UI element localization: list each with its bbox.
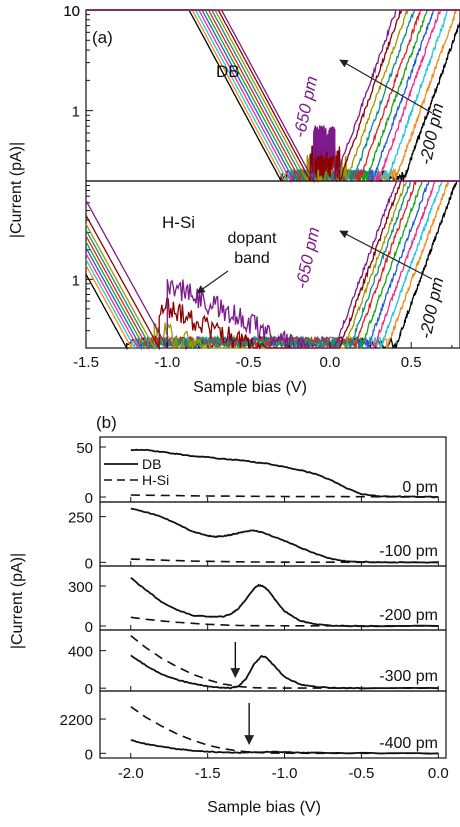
spectrum-line bbox=[85, 180, 460, 349]
spectrum-line bbox=[85, 180, 460, 351]
tip-height-label: 0 pm bbox=[402, 479, 438, 496]
spectrum-line bbox=[86, 9, 460, 182]
spectrum-line bbox=[86, 9, 460, 182]
curve-group-label: DB bbox=[216, 62, 240, 81]
spectrum-line bbox=[86, 9, 460, 182]
y-tick-label: 10 bbox=[63, 3, 80, 20]
x-tick-label: -0.5 bbox=[348, 765, 374, 782]
series-hsi-line bbox=[130, 494, 439, 498]
y-tick-label: 0 bbox=[85, 490, 93, 507]
y-tick-label: 1 bbox=[72, 104, 80, 121]
panel-a-a-bottom: 1 H-Si -650 pm -200 pm dopant band -1.5 -1.0 -0.… bbox=[72, 179, 460, 371]
panel-label-a: (a) bbox=[92, 28, 113, 47]
x-tick-label: 0.5 bbox=[401, 354, 422, 371]
y-tick-label: 0 bbox=[85, 555, 93, 572]
y-tick-label: 50 bbox=[76, 440, 93, 457]
spectrum-line bbox=[86, 9, 460, 184]
xlabel-panel-a: Sample bias (V) bbox=[193, 379, 307, 396]
y-tick-label: 0 bbox=[85, 619, 93, 636]
series-hsi-line bbox=[130, 705, 439, 755]
spectrum-line bbox=[86, 9, 460, 184]
x-tick-label: -2.0 bbox=[118, 765, 144, 782]
x-tick-label: -1.0 bbox=[154, 354, 180, 371]
xlabel-panel-b: Sample bias (V) bbox=[207, 799, 321, 816]
series-db-line bbox=[130, 654, 439, 690]
dopant-band-label-line1: dopant bbox=[228, 230, 277, 247]
label-200pm: -200 pm bbox=[416, 275, 448, 340]
y-tick-label: 10 bbox=[63, 3, 80, 20]
plot-frame bbox=[85, 9, 460, 182]
spectrum-line bbox=[86, 9, 460, 183]
spectrum-line bbox=[85, 180, 460, 351]
ylabel-panel-b: |Current (pA)| bbox=[9, 553, 26, 649]
panel-b-b1: 0 50 0 pm DBH-Si bbox=[76, 436, 447, 507]
tip-height-label: -400 pm bbox=[379, 735, 438, 752]
x-tick-label: -1.0 bbox=[272, 765, 298, 782]
curve-group-label: H-Si bbox=[162, 213, 195, 232]
y-tick-label: 300 bbox=[68, 579, 93, 596]
dopant-band-arrow bbox=[196, 270, 229, 294]
spectrum-line bbox=[86, 9, 460, 183]
trend-arrow bbox=[339, 230, 433, 280]
y-tick-label: 1 bbox=[72, 272, 80, 289]
spectrum-line bbox=[85, 180, 460, 351]
series-hsi-line bbox=[130, 634, 439, 689]
x-tick-label: -1.5 bbox=[73, 354, 99, 371]
series-db-line bbox=[130, 739, 439, 755]
dopant-band-label-line2: band bbox=[234, 250, 270, 267]
spectrum-line bbox=[86, 8, 460, 183]
tip-height-label: -300 pm bbox=[379, 668, 438, 685]
spectrum-line bbox=[86, 9, 460, 184]
plot-frame bbox=[99, 690, 447, 759]
x-tick-label: 0.0 bbox=[428, 765, 449, 782]
x-tick-label: -1.5 bbox=[195, 765, 221, 782]
tip-height-label: -200 pm bbox=[379, 607, 438, 624]
spectrum-line bbox=[86, 9, 460, 183]
legend-db-label: DB bbox=[142, 456, 161, 472]
ylabel-panel-a: |Current (pA)| bbox=[8, 142, 25, 238]
series-db-line bbox=[130, 576, 439, 628]
y-tick-label: 2200 bbox=[60, 712, 93, 729]
panel-b-b3: 0 300 -200 pm bbox=[68, 565, 447, 636]
y-tick-label: 400 bbox=[68, 644, 93, 661]
panel-b-b2: 0 250 -100 pm bbox=[68, 501, 447, 572]
legend-hsi-label: H-Si bbox=[142, 472, 169, 488]
x-tick-label: -0.5 bbox=[236, 354, 262, 371]
y-tick-label: 250 bbox=[68, 510, 93, 527]
panel-b-b5: 0 2200 -400 pm -2.0 -1.5 -1.0 -0.5 0.0 bbox=[60, 690, 449, 782]
y-tick-label: 0 bbox=[85, 681, 93, 698]
series-db-line bbox=[130, 448, 439, 499]
tip-height-label: -100 pm bbox=[379, 543, 438, 560]
panel-b-b4: 0 400 -300 pm bbox=[68, 629, 447, 698]
spectrum-line bbox=[85, 180, 460, 351]
x-tick-label: 0.0 bbox=[319, 354, 340, 371]
trend-arrow bbox=[339, 59, 433, 114]
series-hsi-line bbox=[130, 616, 439, 627]
panel-label-b: (b) bbox=[96, 413, 117, 432]
y-tick-label: 0 bbox=[85, 746, 93, 763]
spectrum-line bbox=[86, 9, 460, 182]
label-650pm: -650 pm bbox=[292, 225, 324, 290]
